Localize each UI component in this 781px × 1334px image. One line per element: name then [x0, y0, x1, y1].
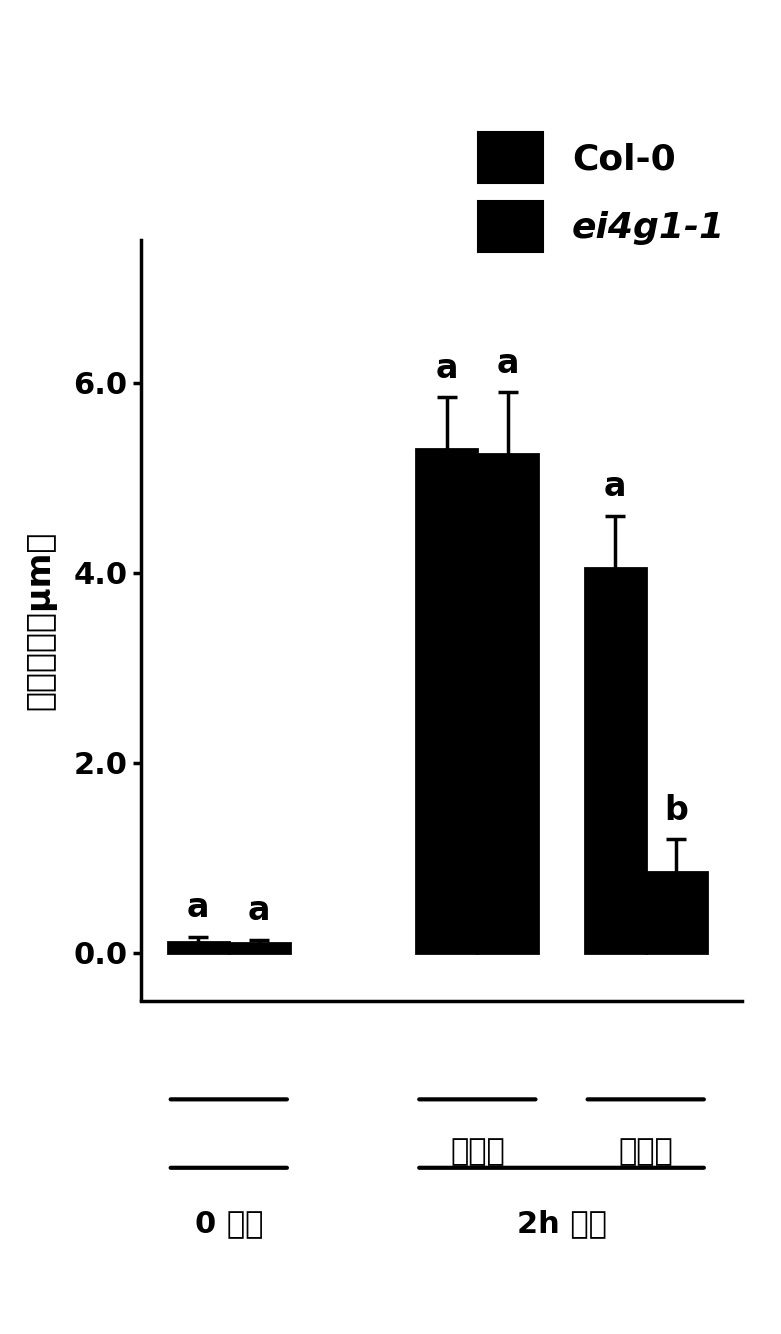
Text: b: b	[665, 794, 688, 827]
Bar	[646, 872, 707, 952]
Bar	[477, 454, 538, 952]
Text: 第二组: 第二组	[619, 1138, 673, 1166]
Text: a: a	[436, 352, 458, 384]
Text: a: a	[604, 471, 626, 503]
Bar	[229, 943, 290, 952]
Text: a: a	[497, 347, 519, 380]
Text: a: a	[248, 894, 270, 927]
Bar	[416, 450, 477, 952]
Text: a: a	[187, 891, 209, 924]
Text: 第一组: 第一组	[450, 1138, 505, 1166]
Y-axis label: 气孔孔径（μm）: 气孔孔径（μm）	[23, 531, 56, 710]
Text: 2h 时刻: 2h 时刻	[516, 1210, 607, 1238]
Text: 0 时刻: 0 时刻	[194, 1210, 263, 1238]
Bar	[585, 568, 646, 952]
Bar	[168, 942, 229, 952]
Legend: Col-0, ei4g1-1: Col-0, ei4g1-1	[467, 121, 736, 263]
